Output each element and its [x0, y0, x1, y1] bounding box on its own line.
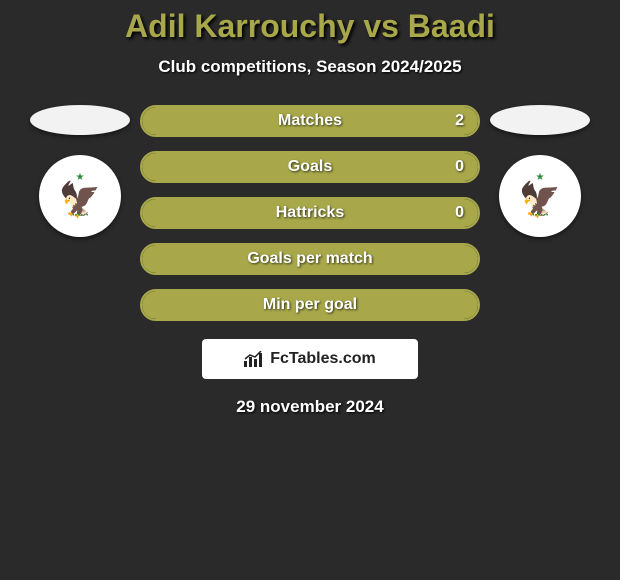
- player-left-avatar: [30, 105, 130, 135]
- page-title: Adil Karrouchy vs Baadi: [0, 8, 620, 45]
- stat-bar-goals-per-match: Goals per match: [140, 243, 480, 275]
- player-right-club-logo: ★ 🦅 • • • • • •: [499, 155, 581, 237]
- stat-label: Matches: [142, 107, 478, 135]
- stat-value-left: 0: [455, 199, 464, 227]
- subtitle: Club competitions, Season 2024/2025: [0, 57, 620, 77]
- stat-label: Min per goal: [142, 291, 478, 319]
- player-right-column: ★ 🦅 • • • • • •: [490, 105, 590, 237]
- date-text: 29 november 2024: [0, 397, 620, 417]
- stats-column: Matches 2 Goals 0 Hattricks 0 Goals per …: [140, 105, 480, 321]
- club-ring-text: • • • • • •: [532, 213, 547, 219]
- chart-icon: [244, 351, 264, 367]
- stat-bar-matches: Matches 2: [140, 105, 480, 137]
- player-left-club-logo: ★ 🦅 • • • • • •: [39, 155, 121, 237]
- stat-bar-goals: Goals 0: [140, 151, 480, 183]
- eagle-icon: 🦅: [519, 183, 561, 217]
- stat-value-left: 0: [455, 153, 464, 181]
- stat-label: Goals per match: [142, 245, 478, 273]
- attribution-text: FcTables.com: [270, 350, 376, 368]
- eagle-icon: 🦅: [59, 183, 101, 217]
- player-left-column: ★ 🦅 • • • • • •: [30, 105, 130, 237]
- stat-value-left: 2: [455, 107, 464, 135]
- compare-row: ★ 🦅 • • • • • • Matches 2 Goals 0 Hattri…: [0, 105, 620, 321]
- attribution-badge: FcTables.com: [202, 339, 418, 379]
- stat-label: Hattricks: [142, 199, 478, 227]
- infographic-container: Adil Karrouchy vs Baadi Club competition…: [0, 0, 620, 417]
- stat-bar-min-per-goal: Min per goal: [140, 289, 480, 321]
- stat-bar-hattricks: Hattricks 0: [140, 197, 480, 229]
- club-ring-text: • • • • • •: [72, 213, 87, 219]
- stat-label: Goals: [142, 153, 478, 181]
- player-right-avatar: [490, 105, 590, 135]
